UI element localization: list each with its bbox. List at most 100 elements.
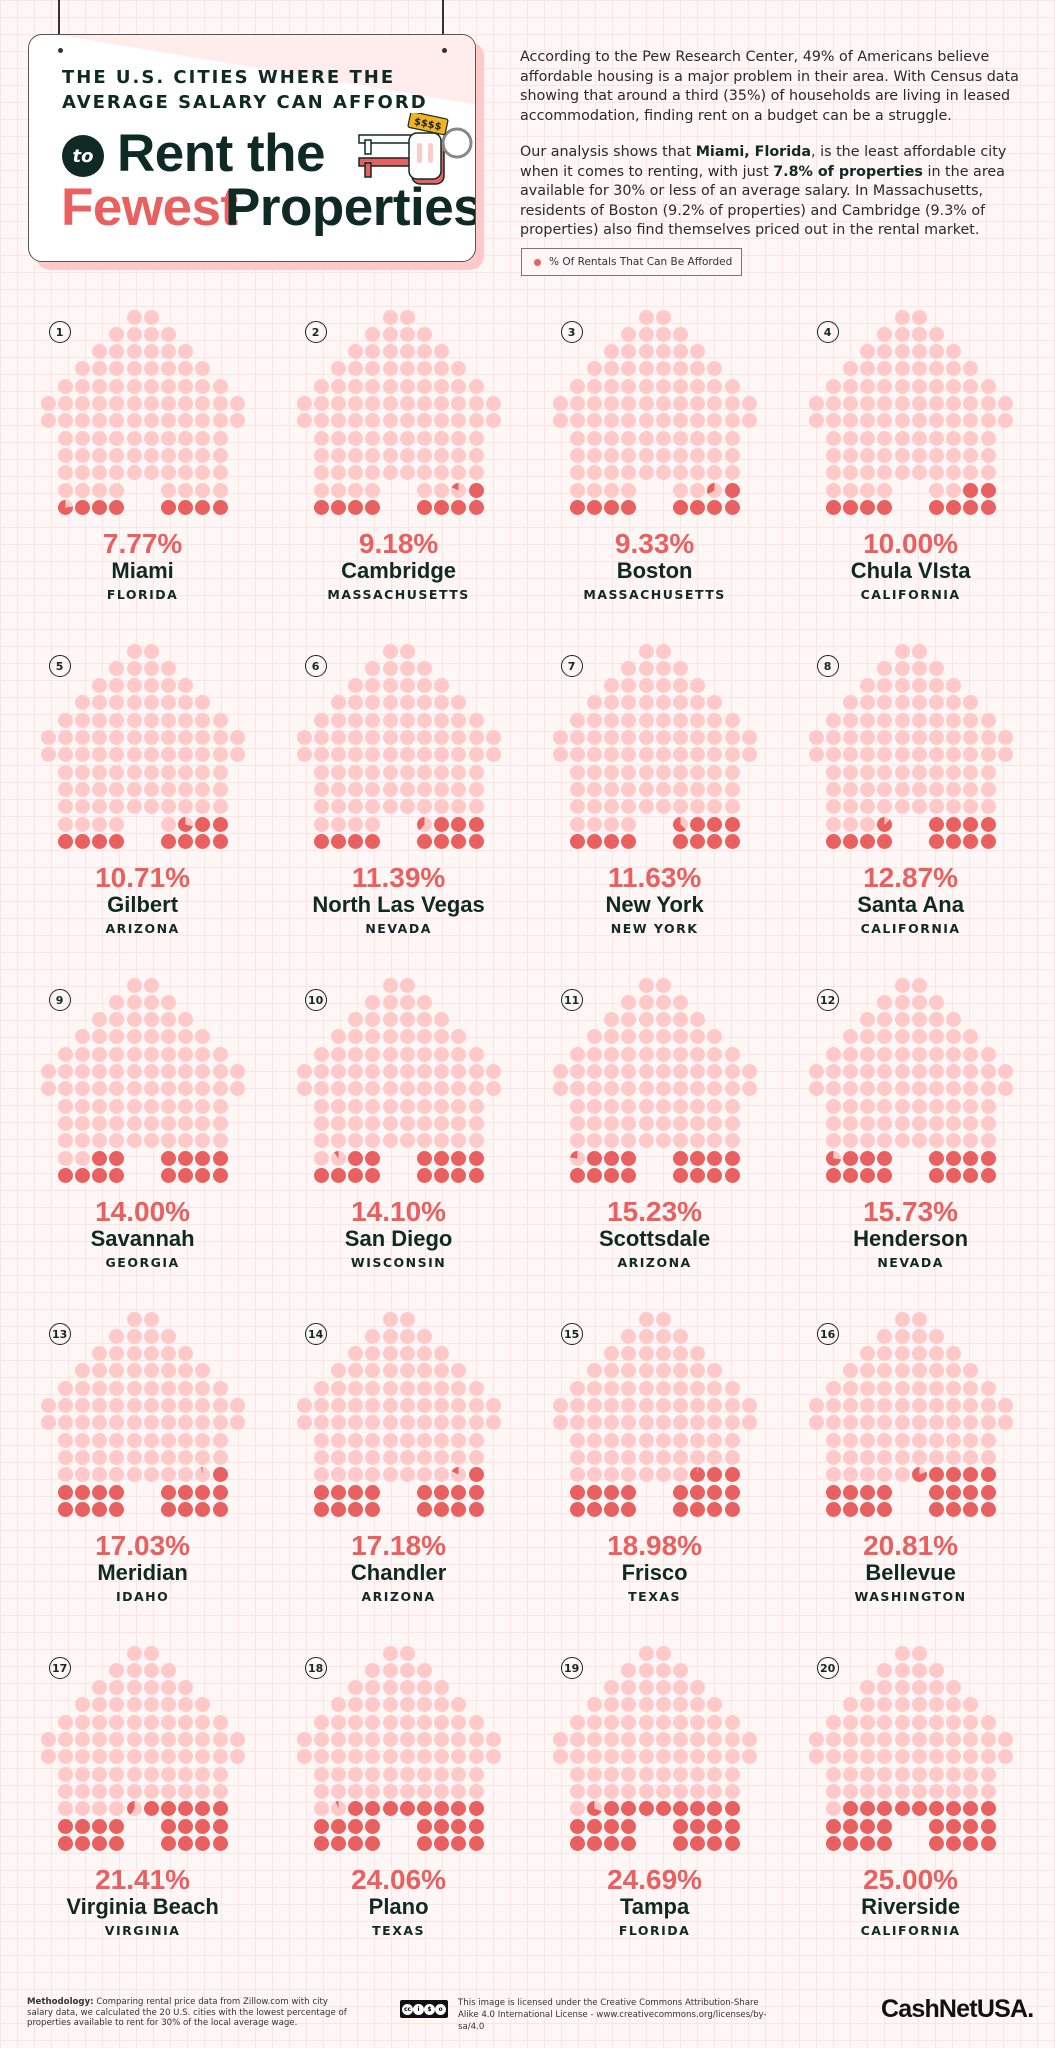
unaffordable-dot [928,447,944,463]
unaffordable-dot [399,1064,415,1079]
unaffordable-dot [160,361,176,377]
unaffordable-dot [842,781,858,797]
unaffordable-dot [382,1432,398,1448]
affordable-dot [963,1484,979,1500]
unaffordable-dot [604,447,620,463]
unaffordable-dot [109,378,125,394]
unaffordable-dot [382,1749,398,1765]
unaffordable-dot [586,361,602,377]
unaffordable-dot [399,465,415,481]
affordable-dot [946,1818,962,1834]
unaffordable-dot [655,1398,671,1413]
unaffordable-dot [109,430,125,446]
unaffordable-dot [980,799,996,815]
unaffordable-dot [980,378,996,394]
affordable-dot [434,1484,450,1500]
city-card: 11 15.23% Scottsdale ARIZONA [527,968,783,1278]
unaffordable-dot [946,1449,962,1465]
unaffordable-dot [365,1133,381,1149]
unaffordable-dot [330,781,346,797]
unaffordable-dot [604,482,620,498]
unaffordable-dot [74,1115,90,1131]
unaffordable-dot [842,1783,858,1799]
unaffordable-dot [997,747,1013,763]
unaffordable-dot [997,396,1013,411]
unaffordable-dot [313,1133,329,1149]
affordable-dot [842,1167,858,1183]
unaffordable-dot [586,1697,602,1713]
unaffordable-dot [928,994,944,1010]
unaffordable-dot [330,1098,346,1114]
unaffordable-dot [365,1749,381,1765]
affordable-dot [707,1818,723,1834]
unaffordable-dot [621,730,637,745]
unaffordable-dot [569,747,585,763]
unaffordable-dot [348,712,364,728]
unaffordable-dot [451,1133,467,1149]
unaffordable-dot [690,361,706,377]
affordable-dot [690,1501,706,1517]
affordable-dot [980,833,996,849]
rank-badge: 5 [48,655,71,677]
unaffordable-dot [57,447,73,463]
unaffordable-dot [894,1098,910,1114]
unaffordable-dot [348,1783,364,1799]
rank-badge: 6 [304,655,327,677]
partial-dot [195,1467,211,1483]
unaffordable-dot [296,1415,312,1431]
unaffordable-dot [655,1680,671,1696]
unaffordable-dot [672,1328,688,1344]
unaffordable-dot [296,1064,312,1079]
unaffordable-dot [860,1467,876,1483]
unaffordable-dot [569,1398,585,1413]
unaffordable-dot [143,1081,159,1097]
city-name: Henderson [853,1226,969,1251]
unaffordable-dot [160,447,176,463]
unaffordable-dot [382,643,398,659]
unaffordable-dot [638,430,654,446]
unaffordable-dot [877,482,893,498]
unaffordable-dot [860,1766,876,1782]
unaffordable-dot [963,1449,979,1465]
partial-dot [451,482,467,498]
unaffordable-dot [109,1467,125,1483]
unaffordable-dot [621,1449,637,1465]
unaffordable-dot [434,1398,450,1413]
unaffordable-dot [997,1732,1013,1747]
unaffordable-dot [365,1449,381,1465]
affordable-dot [911,1801,927,1817]
affordable-dot [451,1818,467,1834]
unaffordable-dot [980,1098,996,1114]
unaffordable-dot [109,1680,125,1696]
unaffordable-dot [416,712,432,728]
unaffordable-dot [126,1012,142,1028]
affordable-dot [946,816,962,832]
unaffordable-dot [416,482,432,498]
unaffordable-dot [40,396,56,411]
unaffordable-dot [126,396,142,411]
unaffordable-dot [877,764,893,780]
affordable-dot [604,1818,620,1834]
unaffordable-dot [109,764,125,780]
unaffordable-dot [416,799,432,815]
unaffordable-dot [212,1432,228,1448]
unaffordable-dot [365,482,381,498]
unaffordable-dot [911,994,927,1010]
unaffordable-dot [57,413,73,429]
affordable-dot [348,1167,364,1183]
affordable-dot [980,1467,996,1483]
unaffordable-dot [946,430,962,446]
unaffordable-dot [690,1346,706,1362]
unaffordable-dot [655,712,671,728]
unaffordable-dot [928,799,944,815]
unaffordable-dot [655,977,671,993]
unaffordable-dot [638,712,654,728]
unaffordable-dot [74,1098,90,1114]
city-name: Frisco [621,1560,688,1585]
unaffordable-dot [74,482,90,498]
unaffordable-dot [468,1133,484,1149]
affordable-dot [604,1167,620,1183]
affordable-dot [724,1501,740,1517]
unaffordable-dot [126,1697,142,1713]
affordable-dot [178,1801,194,1817]
